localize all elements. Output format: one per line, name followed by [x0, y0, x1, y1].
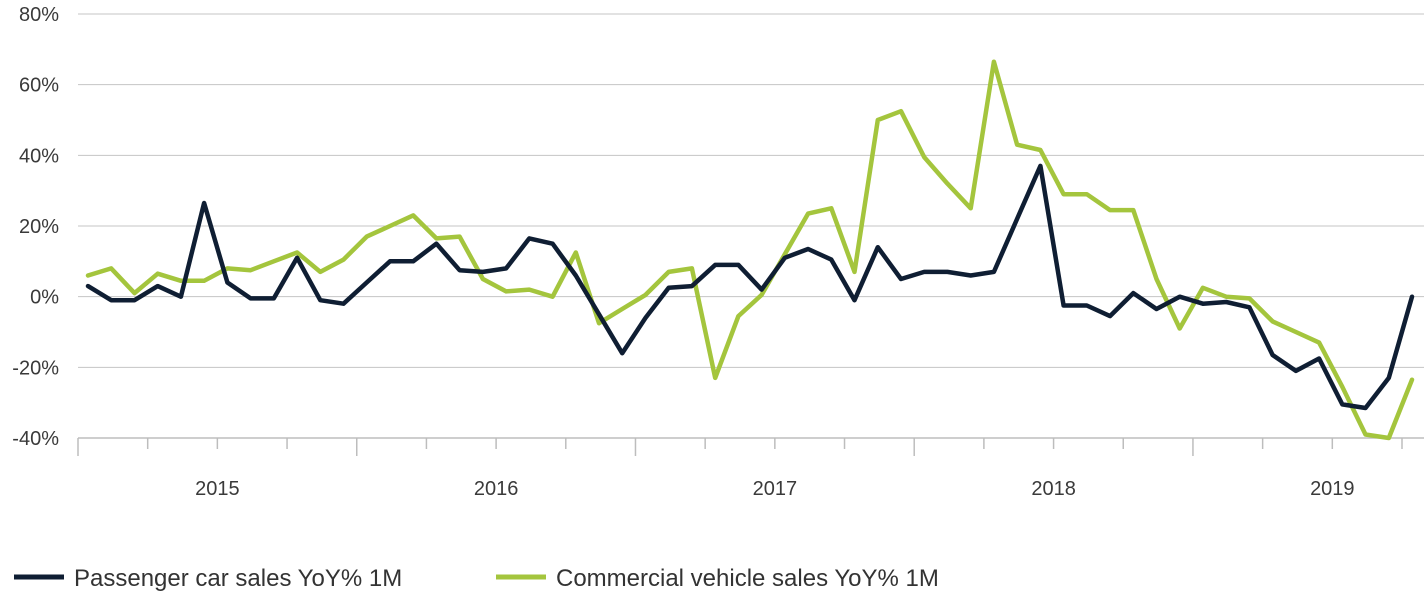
legend-label-passenger: Passenger car sales YoY% 1M — [74, 565, 402, 592]
x-tick-label: 2017 — [753, 478, 798, 500]
legend-label-commercial: Commercial vehicle sales YoY% 1M — [556, 565, 939, 592]
legend-item-passenger: Passenger car sales YoY% 1M — [14, 565, 402, 592]
y-tick-label: 80% — [19, 4, 59, 26]
series-line-commercial — [85, 59, 1415, 441]
series-line-passenger — [85, 163, 1415, 411]
x-tick-label: 2018 — [1031, 478, 1076, 500]
y-tick-label: 40% — [19, 145, 59, 167]
x-axis: 2015 2016 2017 2018 2019 — [77, 437, 1424, 500]
y-tick-label: 60% — [19, 75, 59, 97]
x-tick-label: 2015 — [195, 478, 240, 500]
legend: Passenger car sales YoY% 1M Commercial v… — [14, 565, 939, 592]
y-axis: 80% 60% 40% 20% 0% -20% -40% — [12, 4, 59, 450]
y-tick-label: 0% — [30, 287, 59, 309]
legend-item-commercial: Commercial vehicle sales YoY% 1M — [496, 565, 939, 592]
y-tick-label: -20% — [12, 357, 59, 379]
x-tick-label: 2016 — [474, 478, 519, 500]
gridlines — [78, 13, 1424, 368]
series-lines — [85, 59, 1415, 441]
x-tick-label: 2019 — [1310, 478, 1355, 500]
y-tick-label: -40% — [12, 428, 59, 450]
y-tick-label: 20% — [19, 216, 59, 238]
